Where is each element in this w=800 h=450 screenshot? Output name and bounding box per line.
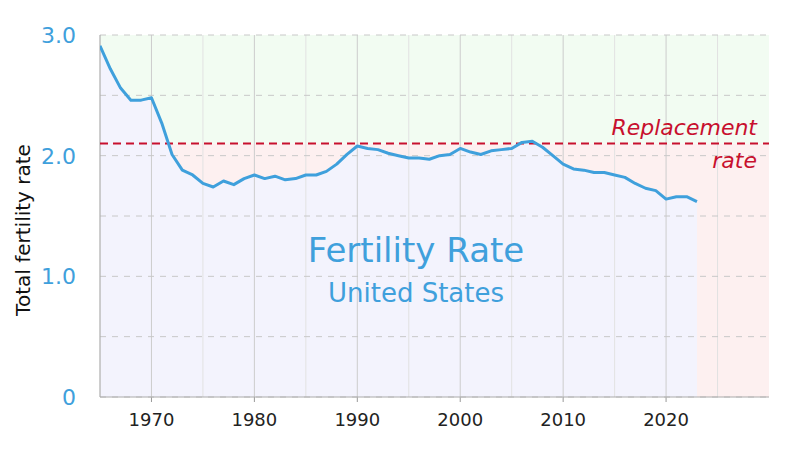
x-axis <box>100 397 769 398</box>
minor-grid-line <box>408 35 409 397</box>
grid-line <box>254 35 255 397</box>
chart: 1970 1980 1990 2000 2010 2020 0 1.0 2.0 3.0 Fertil… <box>0 0 800 450</box>
grid-line <box>563 35 564 397</box>
x-tick-label: 1980 <box>231 409 277 430</box>
minor-grid-line <box>100 336 769 337</box>
tick-mark <box>563 397 564 402</box>
replacement-line <box>100 143 769 145</box>
minor-grid-line <box>100 35 101 397</box>
above-replacement-zone <box>100 35 769 144</box>
x-tick-label: 2010 <box>540 409 586 430</box>
replacement-label: Replacement <box>611 115 758 140</box>
minor-grid-line <box>614 35 615 397</box>
y-tick-label: 0 <box>62 385 76 410</box>
x-tick-label: 1970 <box>129 409 175 430</box>
tick-mark <box>357 397 358 402</box>
subtitle: United States <box>328 278 504 308</box>
plot-area <box>100 46 769 202</box>
x-tick-label: 2000 <box>437 409 483 430</box>
minor-grid-line <box>100 216 769 217</box>
background <box>100 35 769 397</box>
tick-mark <box>666 397 667 402</box>
minor-grid-line <box>100 95 769 96</box>
replacement-label: rate <box>712 148 757 173</box>
title: Fertility Rate <box>308 230 524 270</box>
x-tick-label: 1990 <box>334 409 380 430</box>
tick-mark <box>151 397 152 402</box>
y-tick-label: 1.0 <box>41 264 76 289</box>
area-under-curve <box>100 46 697 397</box>
minor-grid-line <box>202 35 203 397</box>
y-axis-label: Total fertility rate <box>11 144 35 317</box>
grid-line <box>100 397 769 398</box>
x-tick-label: 2020 <box>643 409 689 430</box>
grid-line <box>100 276 769 277</box>
tick-mark <box>254 397 255 402</box>
fertility-line <box>100 46 697 202</box>
y-tick-label: 3.0 <box>41 23 76 48</box>
grid <box>100 35 769 402</box>
grid-line <box>100 35 769 36</box>
y-axis <box>100 35 101 397</box>
tick-mark <box>460 397 461 402</box>
y-tick-label: 2.0 <box>41 144 76 169</box>
